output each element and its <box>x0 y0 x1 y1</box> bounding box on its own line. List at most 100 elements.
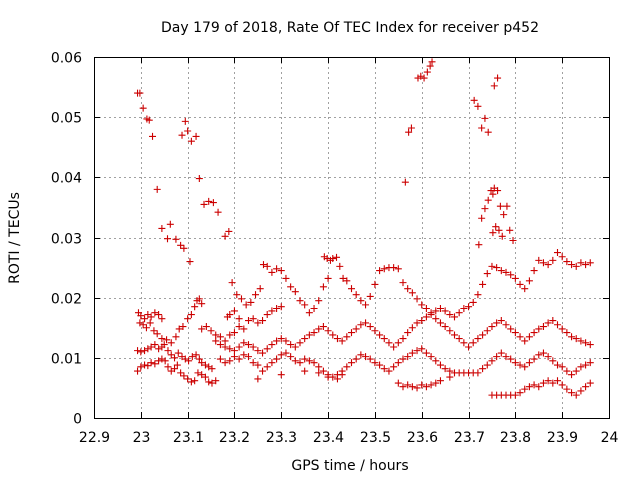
data-point <box>187 378 195 386</box>
data-point <box>249 359 257 367</box>
data-point <box>200 200 208 208</box>
data-point <box>315 363 323 371</box>
data-point <box>343 333 351 341</box>
data-point <box>145 116 153 124</box>
x-tick-label: 23.8 <box>500 430 531 446</box>
data-point <box>568 371 576 379</box>
data-point <box>319 283 327 291</box>
data-point <box>333 253 341 261</box>
y-tick-label: 0.02 <box>51 292 82 308</box>
data-point <box>228 279 236 287</box>
data-point <box>150 327 158 335</box>
data-point <box>191 377 199 385</box>
data-point <box>233 291 241 299</box>
data-point <box>568 333 576 341</box>
data-point <box>484 128 492 136</box>
data-point <box>273 304 281 312</box>
data-point <box>582 361 590 369</box>
axis-ticks <box>94 57 610 419</box>
data-point <box>554 249 561 257</box>
y-axis-label: ROTI / TECUs <box>7 192 23 284</box>
data-point <box>539 349 547 357</box>
data-point <box>164 347 172 355</box>
data-point <box>497 349 505 357</box>
data-point <box>249 343 257 351</box>
data-point <box>315 297 323 305</box>
data-point <box>451 331 458 339</box>
data-point <box>460 339 468 347</box>
data-point <box>493 319 501 327</box>
data-point <box>282 274 290 282</box>
data-point <box>180 244 188 252</box>
data-point <box>245 317 252 325</box>
data-point <box>502 321 510 329</box>
data-point <box>185 357 193 365</box>
data-point <box>263 345 271 353</box>
data-point <box>479 280 487 288</box>
data-point <box>484 196 492 204</box>
data-point <box>221 232 229 240</box>
data-point <box>221 359 229 367</box>
data-point <box>296 359 304 367</box>
data-point <box>371 359 379 367</box>
data-point <box>362 301 370 309</box>
data-point <box>324 274 332 282</box>
data-point <box>235 343 243 351</box>
data-point <box>401 178 409 186</box>
data-point <box>187 137 195 145</box>
data-point <box>256 285 264 293</box>
data-point <box>352 325 360 333</box>
y-tick-label: 0.01 <box>51 352 82 368</box>
data-point <box>348 329 355 337</box>
data-point <box>376 267 384 275</box>
data-point <box>259 349 267 357</box>
data-point <box>478 214 486 222</box>
data-point <box>230 307 238 315</box>
data-point <box>563 385 571 393</box>
data-point <box>198 359 206 367</box>
data-point <box>572 335 580 343</box>
data-point <box>192 351 200 359</box>
data-point <box>226 331 234 339</box>
data-point <box>446 373 454 381</box>
y-tick-label: 0.03 <box>51 232 82 248</box>
data-point <box>394 359 402 367</box>
data-point <box>418 381 426 389</box>
data-point <box>277 303 285 311</box>
data-point <box>516 333 524 341</box>
data-point <box>201 373 209 381</box>
data-point <box>301 301 309 309</box>
data-point <box>469 298 477 306</box>
data-point <box>405 128 413 136</box>
data-point <box>539 259 547 267</box>
data-point <box>268 268 276 276</box>
data-point <box>173 361 181 369</box>
data-point <box>333 335 341 343</box>
data-point <box>163 336 171 344</box>
data-point <box>212 377 220 385</box>
data-point <box>158 315 166 323</box>
data-point <box>207 327 215 335</box>
data-point <box>493 353 501 361</box>
y-tick-label: 0.04 <box>51 171 82 187</box>
data-point <box>151 309 159 317</box>
data-point <box>408 324 416 332</box>
data-point <box>427 311 435 319</box>
data-point <box>535 325 543 333</box>
data-points <box>134 58 594 399</box>
data-point <box>352 291 360 299</box>
data-point <box>235 355 243 363</box>
data-point <box>158 224 166 232</box>
data-point <box>177 369 185 377</box>
data-point <box>134 347 142 355</box>
data-point <box>181 117 189 125</box>
data-point <box>357 321 365 329</box>
data-point <box>558 363 566 371</box>
data-point <box>465 303 473 311</box>
data-point <box>544 319 552 327</box>
data-point <box>205 378 213 386</box>
data-point <box>149 132 157 140</box>
data-point <box>305 331 313 339</box>
